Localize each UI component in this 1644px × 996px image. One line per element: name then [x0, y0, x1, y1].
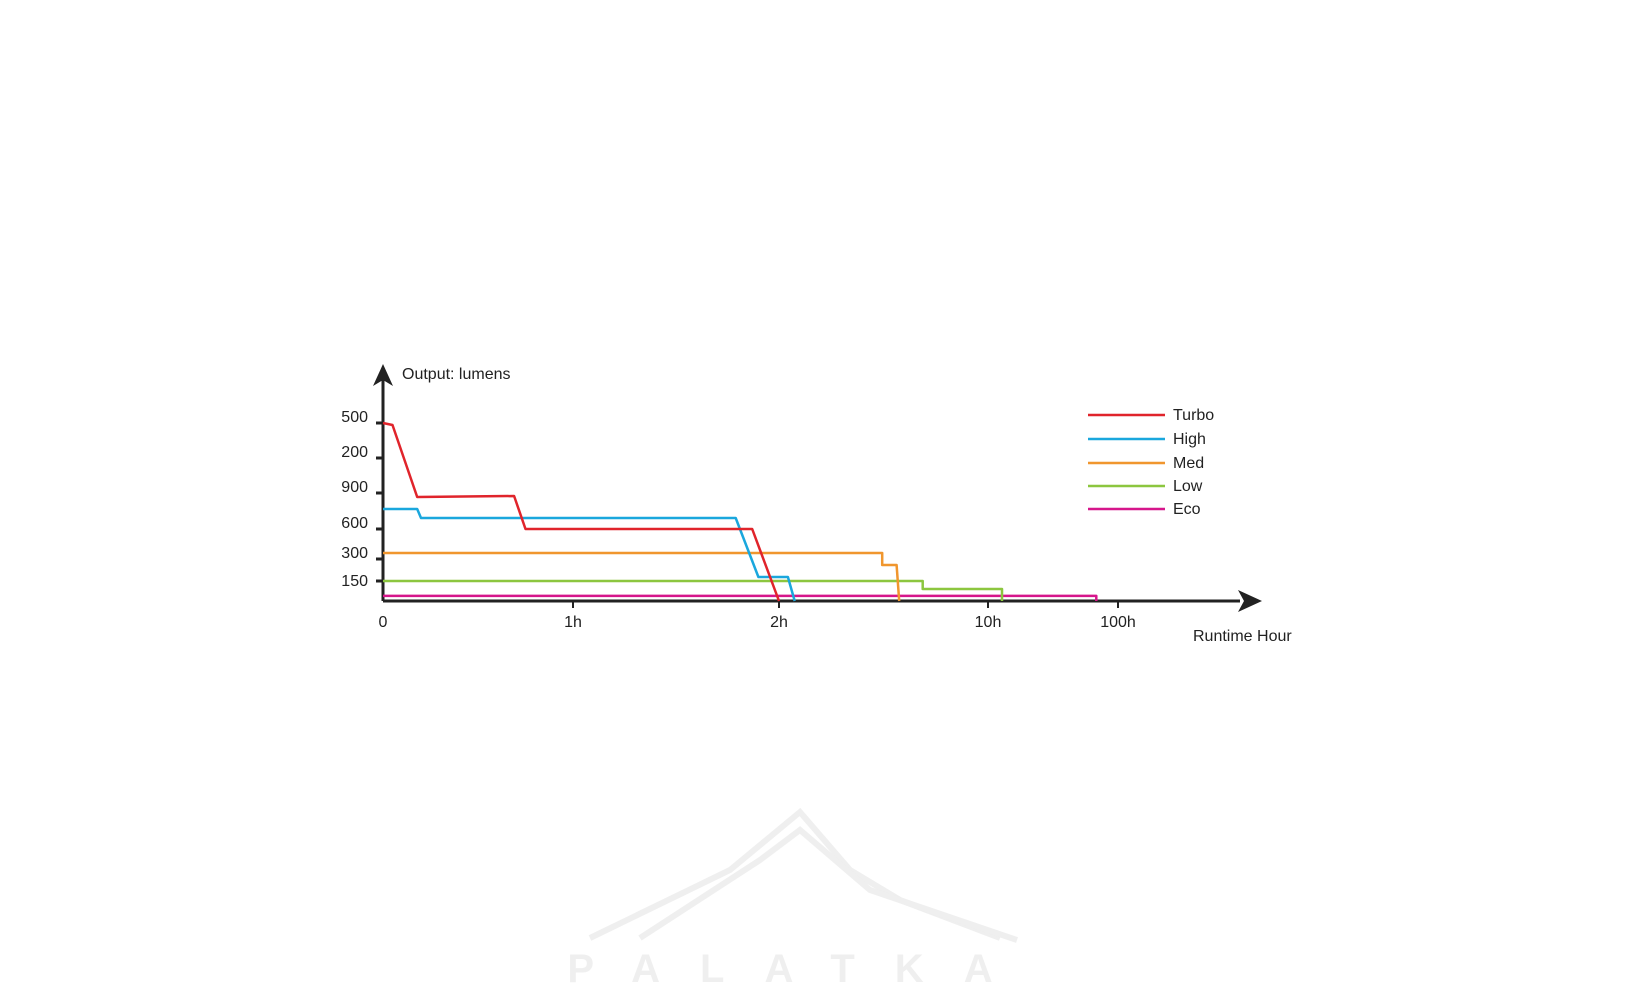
axes: Output: lumens Runtime Hour — [373, 364, 1292, 645]
y-tick-label: 300 — [341, 545, 368, 562]
series-line-low — [383, 579, 1004, 601]
legend-item-turbo: Turbo — [1088, 407, 1214, 424]
legend-item-high: High — [1088, 431, 1206, 448]
watermark-mountain-inner — [638, 826, 1018, 943]
y-tick-label: 200 — [341, 444, 368, 461]
legend: Turbo High Med Low Eco — [1088, 407, 1214, 518]
x-tick-label: 10h — [975, 614, 1002, 631]
x-tick-label: 2h — [770, 614, 788, 631]
legend-label: Eco — [1173, 501, 1201, 518]
x-tick-label: 100h — [1100, 614, 1136, 631]
x-axis-arrow-icon — [1238, 590, 1262, 612]
legend-label: Med — [1173, 455, 1204, 472]
x-tick-label: 0 — [379, 614, 388, 631]
series-line-high — [383, 507, 796, 602]
y-axis-arrow-icon — [373, 364, 393, 386]
legend-item-low: Low — [1088, 478, 1203, 495]
legend-item-med: Med — [1088, 455, 1204, 472]
y-tick-label: 150 — [341, 573, 368, 590]
watermark-text: PALATKA — [567, 947, 1032, 991]
legend-label: High — [1173, 431, 1206, 448]
series-line-med — [383, 551, 901, 602]
x-axis-label: Runtime Hour — [1193, 628, 1292, 645]
x-tick-label: 1h — [564, 614, 582, 631]
y-tick-label: 500 — [341, 409, 368, 426]
palatka-watermark-logo: PALATKA — [567, 807, 1032, 991]
series-line-eco — [383, 594, 1098, 601]
y-tick-label: 600 — [341, 515, 368, 532]
legend-label: Turbo — [1173, 407, 1214, 424]
y-tick-label: 900 — [341, 479, 368, 496]
legend-item-eco: Eco — [1088, 501, 1201, 518]
series-line-turbo — [382, 421, 781, 602]
legend-label: Low — [1173, 478, 1203, 495]
watermark-mountain — [588, 807, 1002, 941]
y-axis-label: Output: lumens — [402, 366, 511, 383]
